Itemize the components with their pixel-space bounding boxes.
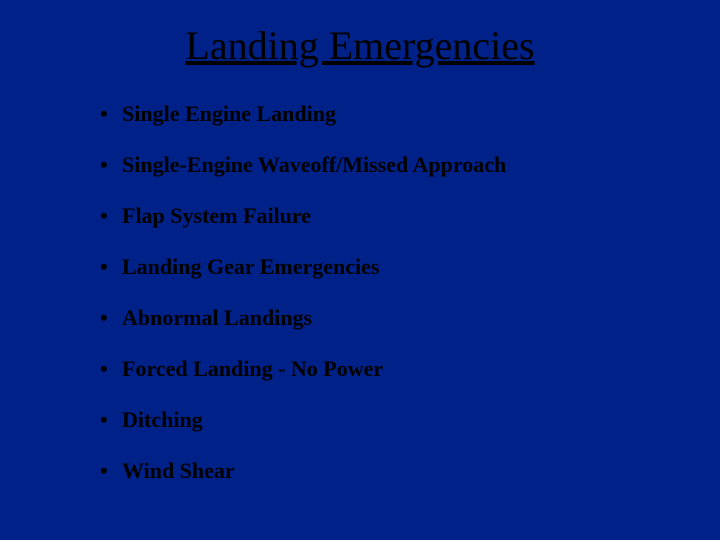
bullet-list: Single Engine Landing Single-Engine Wave… xyxy=(70,101,650,484)
bullet-item: Forced Landing - No Power xyxy=(100,356,650,382)
bullet-item: Flap System Failure xyxy=(100,203,650,229)
bullet-item: Single Engine Landing xyxy=(100,101,650,127)
bullet-item: Wind Shear xyxy=(100,458,650,484)
slide-container: Landing Emergencies Single Engine Landin… xyxy=(0,0,720,540)
bullet-item: Ditching xyxy=(100,407,650,433)
bullet-item: Single-Engine Waveoff/Missed Approach xyxy=(100,152,650,178)
bullet-item: Landing Gear Emergencies xyxy=(100,254,650,280)
slide-title: Landing Emergencies xyxy=(70,22,650,69)
bullet-item: Abnormal Landings xyxy=(100,305,650,331)
